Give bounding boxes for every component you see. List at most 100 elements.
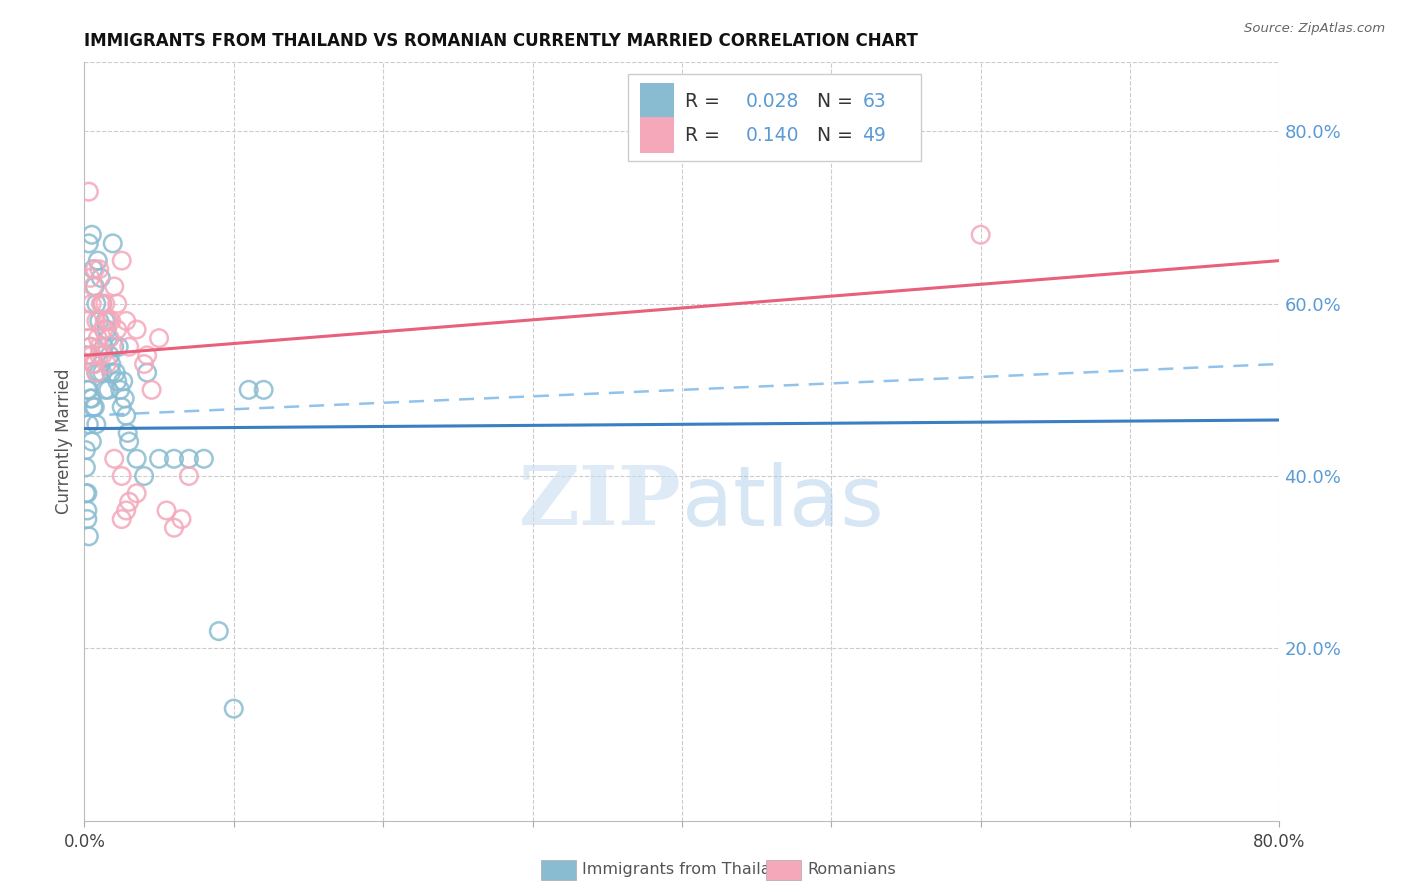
Point <box>96 357 118 371</box>
Point <box>80 227 103 242</box>
Point <box>83 357 105 371</box>
Point <box>91 296 114 310</box>
Point <box>80 348 103 362</box>
Point <box>177 451 200 466</box>
Point <box>87 253 110 268</box>
Point <box>80 296 103 310</box>
Text: 0.028: 0.028 <box>745 92 799 111</box>
Point <box>105 322 128 336</box>
Y-axis label: Currently Married: Currently Married <box>55 368 73 515</box>
Point <box>75 486 97 500</box>
Point <box>86 296 108 310</box>
Point <box>100 366 122 380</box>
Point <box>86 417 108 432</box>
Point <box>105 374 128 388</box>
Point <box>91 348 114 362</box>
Point <box>79 270 101 285</box>
Point <box>115 314 138 328</box>
Point <box>208 624 231 639</box>
Point <box>79 340 101 354</box>
Point <box>94 314 117 328</box>
Point <box>91 296 114 310</box>
Point <box>79 392 101 406</box>
Point <box>170 512 193 526</box>
Point <box>96 322 118 336</box>
Point <box>97 331 120 345</box>
Text: 63: 63 <box>862 92 886 111</box>
Point <box>112 374 135 388</box>
Point <box>76 503 98 517</box>
Point <box>101 236 124 251</box>
Point <box>77 417 100 432</box>
Point <box>90 270 112 285</box>
Point <box>89 366 111 380</box>
Point <box>125 322 148 336</box>
Point <box>89 262 111 277</box>
Point <box>82 279 104 293</box>
Point <box>118 340 141 354</box>
FancyBboxPatch shape <box>628 74 921 161</box>
Point <box>193 451 215 466</box>
Text: ZIP: ZIP <box>519 462 682 542</box>
Point <box>79 340 101 354</box>
Point <box>118 495 141 509</box>
Point <box>103 340 125 354</box>
Text: Immigrants from Thailand: Immigrants from Thailand <box>582 863 792 877</box>
Point <box>77 529 100 543</box>
Point <box>90 296 112 310</box>
Point <box>238 383 260 397</box>
Point <box>107 340 129 354</box>
Point <box>93 322 115 336</box>
Point <box>100 314 122 328</box>
Text: Romanians: Romanians <box>807 863 896 877</box>
Point <box>93 340 115 354</box>
Point <box>75 460 97 475</box>
Point <box>97 314 120 328</box>
Point <box>125 451 148 466</box>
Point <box>136 348 159 362</box>
Point <box>80 434 103 449</box>
Point <box>970 227 993 242</box>
Point <box>96 314 118 328</box>
Point <box>83 279 105 293</box>
Text: N =: N = <box>806 126 859 145</box>
Point <box>125 486 148 500</box>
Point <box>82 262 104 277</box>
Point <box>117 425 139 440</box>
Point <box>132 357 156 371</box>
Text: 49: 49 <box>862 126 886 145</box>
Point <box>77 331 100 345</box>
Text: N =: N = <box>806 92 859 111</box>
Point <box>115 503 138 517</box>
Point <box>91 366 114 380</box>
Point <box>163 451 186 466</box>
Point <box>177 469 200 483</box>
Point <box>89 348 111 362</box>
Point <box>77 185 100 199</box>
Point <box>87 331 110 345</box>
Point <box>77 383 100 397</box>
Point <box>111 512 134 526</box>
Point <box>82 400 104 414</box>
Point <box>222 701 245 715</box>
Point <box>132 469 156 483</box>
Point <box>83 262 105 277</box>
Point <box>103 279 125 293</box>
Point <box>111 469 134 483</box>
Text: atlas: atlas <box>682 462 883 542</box>
Point <box>76 383 98 397</box>
Point <box>76 512 98 526</box>
Bar <box>640 83 673 120</box>
Point <box>111 253 134 268</box>
Point <box>75 443 97 458</box>
Point <box>148 331 170 345</box>
Point <box>148 451 170 466</box>
Point <box>155 503 177 517</box>
Point <box>94 383 117 397</box>
Point <box>103 451 125 466</box>
Text: 0.140: 0.140 <box>745 126 799 145</box>
Point <box>89 314 111 328</box>
Point <box>86 366 108 380</box>
Text: R =: R = <box>686 92 727 111</box>
Bar <box>640 117 673 153</box>
